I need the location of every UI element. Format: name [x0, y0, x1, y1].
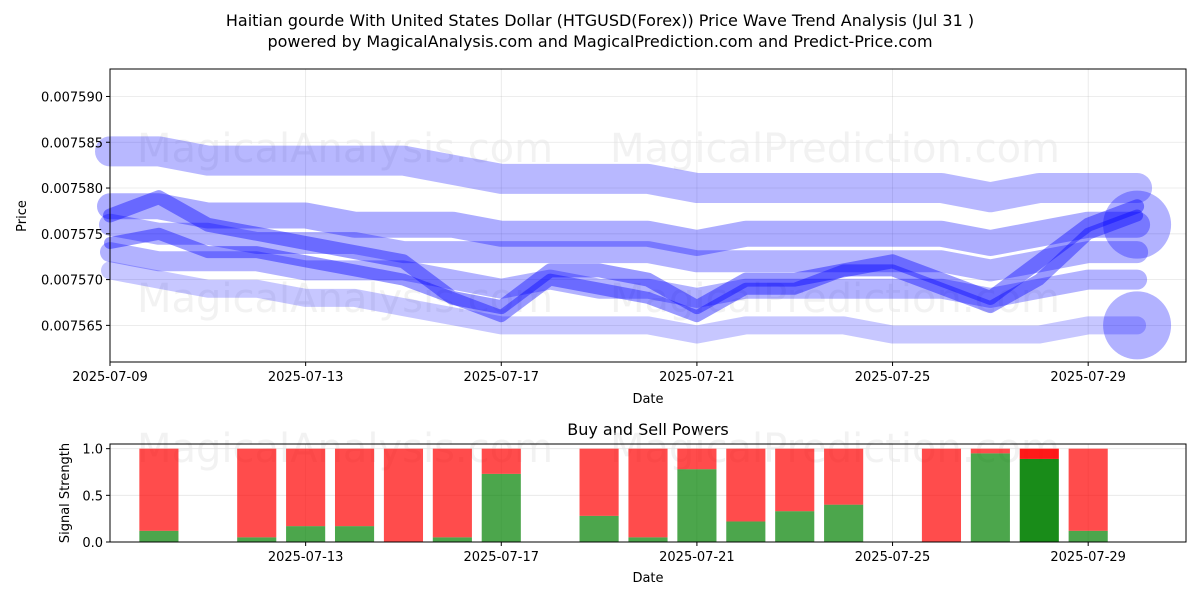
watermark-magicalprediction: MagicalPrediction.com — [610, 126, 1060, 172]
watermark-magicalprediction: MagicalPrediction.com — [610, 276, 1060, 322]
signal-chart-title: Buy and Sell Powers — [567, 420, 729, 439]
sell-power-bar — [383, 448, 424, 542]
price-y-tick-label: 0.007585 — [41, 136, 103, 151]
price-y-tick-label: 0.007590 — [41, 90, 103, 105]
sell-power-bar — [139, 448, 179, 531]
signal-chart: Buy and Sell Powers MagicalAnalysis.com … — [58, 420, 1187, 586]
price-plot-frame — [109, 68, 1187, 363]
signal-x-tick-label: 2025-07-13 — [268, 550, 344, 565]
sell-power-bar — [1068, 448, 1108, 531]
sell-power-bar — [921, 448, 962, 542]
sell-power-bar — [334, 448, 375, 527]
sell-power-bar — [237, 448, 277, 538]
sell-power-bar — [726, 448, 766, 522]
sell-power-bar — [579, 448, 619, 516]
price-x-tick-label: 2025-07-17 — [463, 370, 539, 385]
price-x-tick-label: 2025-07-29 — [1050, 370, 1126, 385]
sell-power-bar — [286, 448, 326, 527]
signal-x-tick-label: 2025-07-21 — [659, 550, 735, 565]
price-y-tick-label: 0.007570 — [41, 274, 103, 289]
price-wave-endpoint — [1103, 291, 1172, 360]
sell-power-bar — [677, 448, 717, 470]
buy-power-bar — [628, 537, 668, 542]
buy-power-bar — [237, 537, 277, 542]
price-x-tick-label: 2025-07-25 — [855, 370, 931, 385]
signal-x-tick-label: 2025-07-17 — [463, 550, 539, 565]
buy-power-bar — [824, 504, 864, 542]
price-wave-line — [97, 193, 1151, 256]
sell-power-bar — [1019, 448, 1059, 459]
price-y-tick-label: 0.007580 — [41, 182, 103, 197]
figure-subtitle: powered by MagicalAnalysis.com and Magic… — [267, 32, 932, 51]
signal-y-tick-label: 0.0 — [82, 536, 103, 551]
signal-x-axis-label: Date — [632, 571, 663, 586]
price-wave-line — [101, 261, 1147, 344]
price-y-tick-label: 0.007565 — [41, 319, 103, 334]
buy-power-bar — [579, 515, 619, 542]
watermark-magicalanalysis: MagicalAnalysis.com — [137, 126, 553, 172]
buy-power-bar — [677, 469, 717, 542]
price-wave-line — [103, 190, 1145, 315]
watermark-magicalanalysis: MagicalAnalysis.com — [137, 276, 553, 322]
figure-title: Haitian gourde With United States Dollar… — [226, 11, 974, 30]
buy-power-bar — [970, 453, 1010, 542]
sell-power-bar — [481, 448, 521, 474]
price-x-tick-label: 2025-07-09 — [72, 370, 148, 385]
sell-power-bar — [432, 448, 472, 538]
sell-power-bar — [628, 448, 668, 538]
sell-power-bar — [970, 448, 1010, 454]
price-y-axis-label: Price — [15, 200, 30, 232]
buy-power-bar — [1068, 530, 1108, 542]
buy-power-bar — [334, 526, 375, 542]
price-wave-endpoint — [1103, 190, 1172, 259]
price-x-tick-label: 2025-07-13 — [268, 370, 344, 385]
sell-power-bar — [775, 448, 815, 512]
buy-power-bar — [432, 537, 472, 542]
price-x-axis-label: Date — [632, 392, 663, 407]
signal-y-tick-label: 0.5 — [82, 489, 103, 504]
signal-plot-frame — [109, 443, 1187, 543]
price-wave-line — [100, 242, 1148, 308]
buy-power-bar — [139, 530, 179, 542]
buy-power-bar — [1019, 458, 1059, 542]
signal-y-axis-label: Signal Strength — [58, 443, 73, 543]
buy-power-bar — [775, 511, 815, 542]
price-y-tick-label: 0.007575 — [41, 228, 103, 243]
sell-power-bar — [824, 448, 864, 505]
price-x-tick-label: 2025-07-21 — [659, 370, 735, 385]
price-wave-line — [99, 213, 1149, 282]
buy-power-bar — [481, 473, 521, 542]
buy-power-bar — [286, 526, 326, 542]
signal-y-tick-label: 1.0 — [82, 443, 103, 458]
price-chart: MagicalAnalysis.com MagicalPrediction.co… — [15, 68, 1187, 407]
buy-power-bar — [726, 521, 766, 542]
price-wave-line — [104, 209, 1144, 323]
signal-x-tick-label: 2025-07-25 — [855, 550, 931, 565]
price-wave-line — [95, 136, 1153, 213]
signal-x-tick-label: 2025-07-29 — [1050, 550, 1126, 565]
